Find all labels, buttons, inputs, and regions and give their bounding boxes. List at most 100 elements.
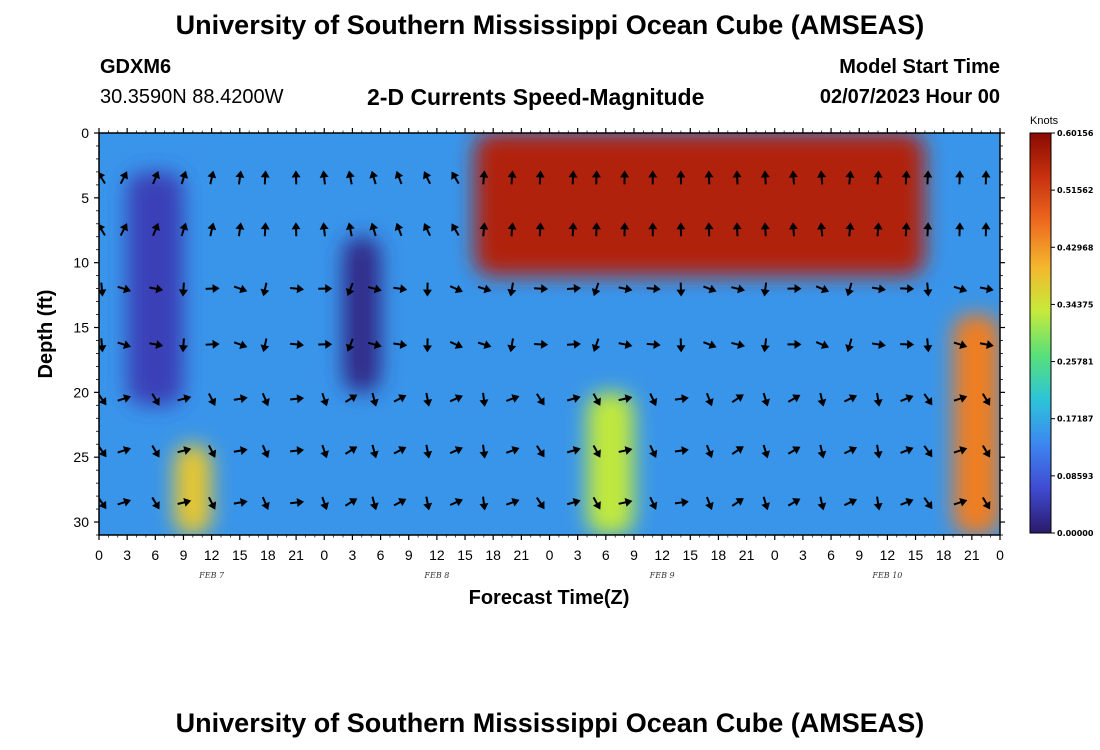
- current-arrow: [290, 446, 305, 456]
- current-arrow-head: [981, 222, 991, 230]
- current-arrow-head: [982, 397, 991, 406]
- current-arrow: [149, 340, 164, 349]
- current-arrow: [535, 170, 545, 185]
- current-arrow-head: [905, 394, 914, 403]
- current-arrow: [703, 340, 717, 349]
- x-tick-label: 0: [320, 547, 328, 563]
- current-arrow-head: [296, 446, 305, 456]
- current-arrow: [704, 170, 714, 185]
- x-tick-label: 6: [151, 547, 159, 563]
- current-arrow-head: [260, 170, 270, 178]
- current-arrow-head: [423, 398, 433, 407]
- current-arrow: [117, 340, 132, 349]
- date-label: FEB 7: [198, 571, 225, 580]
- current-arrow: [208, 496, 217, 510]
- current-arrow: [233, 340, 248, 349]
- current-arrow-head: [454, 340, 463, 349]
- current-arrow-head: [923, 170, 933, 178]
- current-arrow-head: [959, 446, 968, 455]
- current-arrow: [705, 496, 714, 511]
- current-arrow: [291, 222, 301, 237]
- current-arrow-head: [261, 501, 270, 510]
- current-arrow-head: [591, 343, 601, 352]
- x-tick-label: 9: [405, 547, 413, 563]
- current-arrow-head: [151, 222, 160, 232]
- heatmap-region: [174, 444, 212, 535]
- x-tick-label: 21: [964, 547, 980, 563]
- current-arrow: [394, 222, 404, 237]
- current-arrow: [845, 338, 854, 353]
- current-arrow: [319, 222, 329, 237]
- y-tick-label: 15: [73, 320, 89, 336]
- current-arrow-head: [373, 284, 382, 294]
- current-arrow: [291, 170, 301, 185]
- current-arrow-head: [483, 340, 492, 349]
- current-arrow-head: [649, 449, 658, 458]
- current-arrow: [151, 222, 160, 237]
- current-arrow-head: [325, 284, 333, 294]
- current-arrow: [761, 444, 770, 459]
- current-arrow: [815, 284, 830, 294]
- x-tick-label: 3: [349, 547, 357, 563]
- current-arrow: [507, 338, 517, 353]
- current-arrow-head: [760, 289, 770, 297]
- current-arrow-head: [905, 446, 914, 455]
- current-arrow: [422, 223, 432, 237]
- current-arrow-head: [906, 339, 915, 349]
- current-arrow: [117, 497, 132, 507]
- x-tick-label: 18: [485, 547, 501, 563]
- current-arrow-head: [296, 394, 305, 404]
- current-arrow-head: [924, 448, 933, 458]
- current-arrow: [592, 444, 601, 458]
- current-arrow-head: [99, 448, 107, 458]
- current-arrow: [845, 222, 855, 237]
- current-arrow-head: [648, 222, 658, 230]
- current-arrow-head: [208, 449, 217, 458]
- current-arrow: [477, 340, 492, 349]
- heatmap-region: [343, 236, 381, 393]
- current-arrow: [923, 170, 933, 185]
- current-arrow-head: [479, 170, 489, 178]
- current-arrow-head: [208, 501, 217, 510]
- current-arrow: [235, 222, 245, 237]
- current-arrow-head: [178, 289, 188, 297]
- current-arrow: [178, 338, 188, 353]
- current-arrow-head: [348, 498, 358, 506]
- speed-heatmap: [99, 133, 1000, 535]
- x-tick-label: 3: [123, 547, 131, 563]
- colorbar-tick-label: 0.51562: [1057, 186, 1093, 195]
- current-arrow-head: [235, 170, 245, 179]
- current-arrow-head: [260, 344, 270, 353]
- current-arrow: [449, 340, 463, 349]
- current-arrow: [649, 392, 658, 407]
- current-arrow: [844, 446, 858, 455]
- current-arrow: [592, 393, 601, 406]
- colorbar: Knots 0.60156 0.51562 0.42968 0.34375 0.2578…: [1029, 115, 1094, 538]
- current-arrow-head: [422, 345, 432, 353]
- current-arrow: [844, 498, 858, 507]
- current-arrow: [344, 498, 358, 507]
- current-arrow-head: [737, 284, 745, 294]
- current-arrow: [787, 498, 801, 507]
- current-arrow-head: [592, 397, 601, 406]
- current-arrow-head: [99, 500, 107, 510]
- current-arrow: [568, 170, 578, 185]
- station-coordinates: 30.3590N 88.4200W: [100, 86, 284, 108]
- current-arrow: [568, 222, 578, 237]
- colorbar-tick-label: 0.34375: [1057, 300, 1094, 309]
- current-arrow-head: [369, 502, 379, 511]
- current-arrow-head: [568, 222, 578, 230]
- colorbar-tick-label: 0.00000: [1057, 529, 1094, 538]
- current-arrow-head: [399, 340, 408, 349]
- current-arrow: [208, 444, 217, 458]
- current-arrow: [923, 282, 933, 297]
- current-arrow-head: [792, 446, 801, 455]
- colorbar-tick-label: 0.17187: [1057, 415, 1093, 424]
- current-arrow: [844, 394, 858, 403]
- x-tick-label: 0: [771, 547, 779, 563]
- current-arrow: [900, 284, 915, 294]
- current-arrow-head: [535, 222, 545, 230]
- current-arrow: [505, 394, 520, 403]
- current-arrow-head: [99, 397, 107, 406]
- current-arrow-head: [239, 446, 248, 455]
